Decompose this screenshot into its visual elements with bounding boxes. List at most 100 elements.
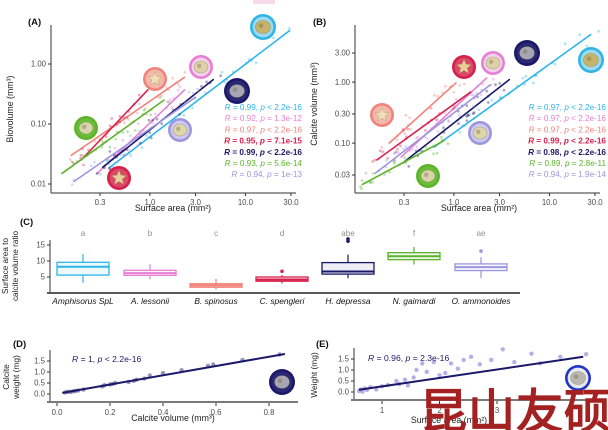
species-label: H. depressa [325, 296, 370, 306]
x-tick-label: 0.0 [52, 408, 64, 417]
ammonoides-data-point [447, 120, 450, 123]
amphisorus-data-point [272, 36, 275, 40]
ammonoides-data-point [408, 149, 411, 153]
box [321, 261, 375, 275]
spengleri-data-point [452, 105, 456, 108]
lessonii-data-point [136, 122, 140, 126]
lessonii-data-point [443, 111, 446, 115]
lessonii-data-point [121, 138, 125, 142]
data-point [405, 383, 411, 388]
significance-letter: a [81, 229, 86, 238]
spengleri-regression-line [376, 91, 472, 161]
ammonoides-icon-shell-detail [476, 129, 481, 134]
ammonoides-data-point [196, 87, 200, 91]
spengleri-data-point [394, 150, 398, 154]
gaimardi-data-point [360, 179, 364, 183]
gaimardi-data-point [392, 161, 396, 165]
x-tick-label: 0.3 [95, 198, 106, 207]
x-tick-label: 0.6 [211, 408, 222, 417]
y-tick-label: 0.0 [34, 390, 46, 399]
significance-letter: c [214, 229, 218, 238]
lessonii-species-icon [481, 51, 505, 75]
spengleri-data-point [104, 135, 108, 139]
box-tint [57, 262, 109, 276]
depressa-species-icon [514, 40, 540, 66]
data-point [461, 357, 466, 363]
spengleri-data-point [378, 149, 382, 153]
panel-label-b: (B) [313, 17, 326, 28]
x-tick-label: 10.0 [238, 198, 254, 207]
box-tint [322, 262, 374, 275]
depressa-data-point [95, 172, 99, 175]
correlation-annotation: R = 1, p < 2.2e-16 [72, 354, 142, 364]
lessonii-data-point [136, 143, 140, 147]
gaimardi-data-point [439, 135, 443, 139]
spinosus-icon-star [147, 70, 163, 86]
y-axis-title-line1: Weight (mg) [309, 352, 319, 398]
panel-b-calcite-volume-vs-surface-area: 0.3 1.0 3.0 10.0 30.0 3.00 1.00 0.30 0.10 0.03 R =… [309, 17, 606, 213]
amphisorus-regression-line [433, 33, 592, 148]
gaimardi-data-point [149, 113, 153, 117]
ammonoides-data-point [89, 164, 93, 168]
spinosus-data-point [160, 94, 163, 98]
gaimardi-data-point [392, 160, 396, 163]
spengleri-species-icon [452, 55, 476, 79]
panel-a-biovolume-vs-surface-area: 0.3 1.0 3.0 10.0 30.0 1.00 0.10 0.01 R = 0.99, p… [5, 14, 303, 213]
y-axis-title-line1: Calcite [1, 364, 11, 390]
x-tick-label: 30.0 [587, 198, 603, 207]
spengleri-data-point [381, 150, 385, 154]
data-point [500, 347, 505, 352]
gaimardi-data-point [121, 131, 125, 135]
species-label: N. gaimardi [393, 296, 437, 306]
amphisorus-data-point [490, 98, 494, 102]
y-axis-title: Calcite volume (mm³) [309, 62, 319, 146]
gaimardi-data-point [403, 156, 407, 160]
ammonoides-data-point [191, 91, 195, 95]
y-tick-label: 0.0 [338, 388, 350, 397]
x-tick-label: 3 [495, 406, 499, 415]
ammonoides-icon-shell [172, 123, 188, 137]
data-point [443, 370, 448, 376]
panel-label-d: (D) [13, 339, 26, 350]
depressa-data-point [442, 126, 445, 130]
depressa-icon-shell [229, 84, 245, 98]
gaimardi-data-point [360, 187, 363, 191]
gaimardi-boxplot [387, 246, 441, 265]
data-point [512, 359, 517, 365]
panel-d-weight-vs-calcite-volume: 0.0 0.2 0.4 0.6 0.8 0.0 0.5 1.0 1.5 R = 1, p < 2.… [1, 339, 298, 423]
lessonii-icon-shell-detail [197, 63, 202, 68]
gaimardi-species-icon [416, 164, 440, 188]
y-tick-label: 0.5 [34, 379, 46, 388]
ammonoides-legend-entry: R = 0.94, p = 1e-13 [231, 170, 302, 179]
data-point [414, 367, 419, 373]
amphisorus-regression-line [109, 29, 291, 169]
amphisorus-icon-shell-detail [586, 56, 592, 62]
amphisorus-boxplot [56, 253, 110, 283]
gaimardi-data-point [100, 139, 104, 142]
ammonoides-data-point [364, 171, 368, 175]
data-point [431, 359, 436, 365]
spengleri-icon-star [111, 169, 127, 185]
y-tick-label: 0.30 [335, 110, 351, 119]
gaimardi-data-point [371, 172, 375, 175]
royal-icon-shell [570, 371, 586, 385]
ammonoides-data-point [122, 153, 125, 157]
y-tick-label: 5 [41, 273, 46, 282]
lessonii-boxplot [123, 264, 177, 280]
spinosus-data-point [458, 83, 462, 87]
gaimardi-legend-entry: R = 0.93, p = 5.6e-14 [225, 159, 303, 168]
box [56, 261, 110, 276]
y-axis-title-line1: Surface area to [1, 238, 10, 294]
depressa-icon-shell [274, 375, 290, 389]
data-point [489, 357, 494, 363]
species-label: A. lessonii [130, 296, 170, 306]
panel-c-ratio-boxplots: 5 10 15 a Amphisorus SpL b A. lessonii c B. spin… [1, 217, 520, 306]
y-tick-label: 0.10 [335, 139, 351, 148]
gaimardi-data-point [388, 170, 391, 174]
significance-letter: f [413, 229, 416, 238]
depressa-legend-entry: R = 0.98, p < 2.2e-16 [528, 148, 606, 157]
x-tick-label: 10.0 [542, 198, 558, 207]
ammonoides-data-point [116, 160, 120, 164]
spinosus-species-icon [143, 67, 167, 91]
